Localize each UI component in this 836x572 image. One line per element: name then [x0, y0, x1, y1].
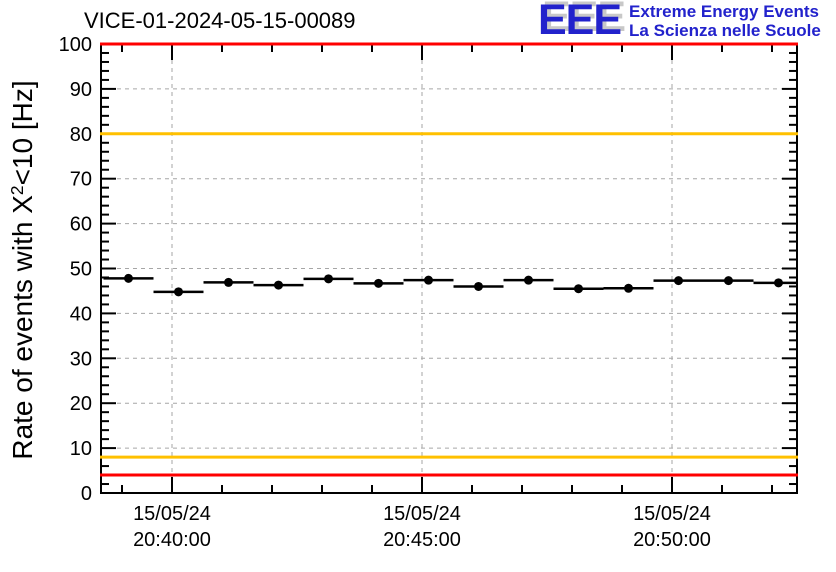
plot-title: VICE-01-2024-05-15-00089: [84, 8, 356, 33]
data-point: [624, 283, 633, 293]
y-tick-label: 80: [70, 124, 92, 146]
data-point: [474, 281, 483, 291]
y-tick-label: 40: [70, 303, 92, 325]
x-tick-label-time: 20:40:00: [133, 529, 211, 551]
eee-logo-line2: La Scienza nelle Scuole: [629, 21, 821, 40]
x-tick-label-time: 20:50:00: [633, 529, 711, 551]
y-tick-label: 90: [70, 79, 92, 101]
eee-logo-acronym: EEE: [538, 0, 622, 44]
y-tick-label: 50: [70, 259, 92, 281]
y-tick-label: 30: [70, 348, 92, 370]
y-tick-label: 100: [59, 34, 92, 56]
x-tick-label-date: 15/05/24: [133, 503, 211, 525]
data-point: [774, 278, 783, 288]
data-point: [424, 275, 433, 285]
y-tick-label: 20: [70, 393, 92, 415]
data-point: [174, 287, 183, 297]
y-tick-label: 60: [70, 214, 92, 236]
eee-logo-line1: Extreme Energy Events: [629, 2, 819, 21]
data-point: [524, 275, 533, 285]
data-point: [724, 276, 733, 286]
data-point: [674, 276, 683, 286]
data-point: [374, 278, 383, 288]
data-point: [274, 280, 283, 290]
eee-logo-text: Extreme Energy Events La Scienza nelle S…: [629, 0, 821, 40]
data-point: [324, 274, 333, 284]
data-point: [124, 273, 133, 283]
x-tick-label-date: 15/05/24: [383, 503, 461, 525]
x-tick-label-date: 15/05/24: [633, 503, 711, 525]
data-point: [574, 284, 583, 294]
y-tick-label: 0: [81, 483, 92, 505]
y-tick-label: 70: [70, 169, 92, 191]
data-point: [224, 277, 233, 287]
y-tick-label: 10: [70, 438, 92, 460]
eee-logo: EEE Extreme Energy Events La Scienza nel…: [538, 0, 821, 44]
x-tick-label-time: 20:45:00: [383, 529, 461, 551]
